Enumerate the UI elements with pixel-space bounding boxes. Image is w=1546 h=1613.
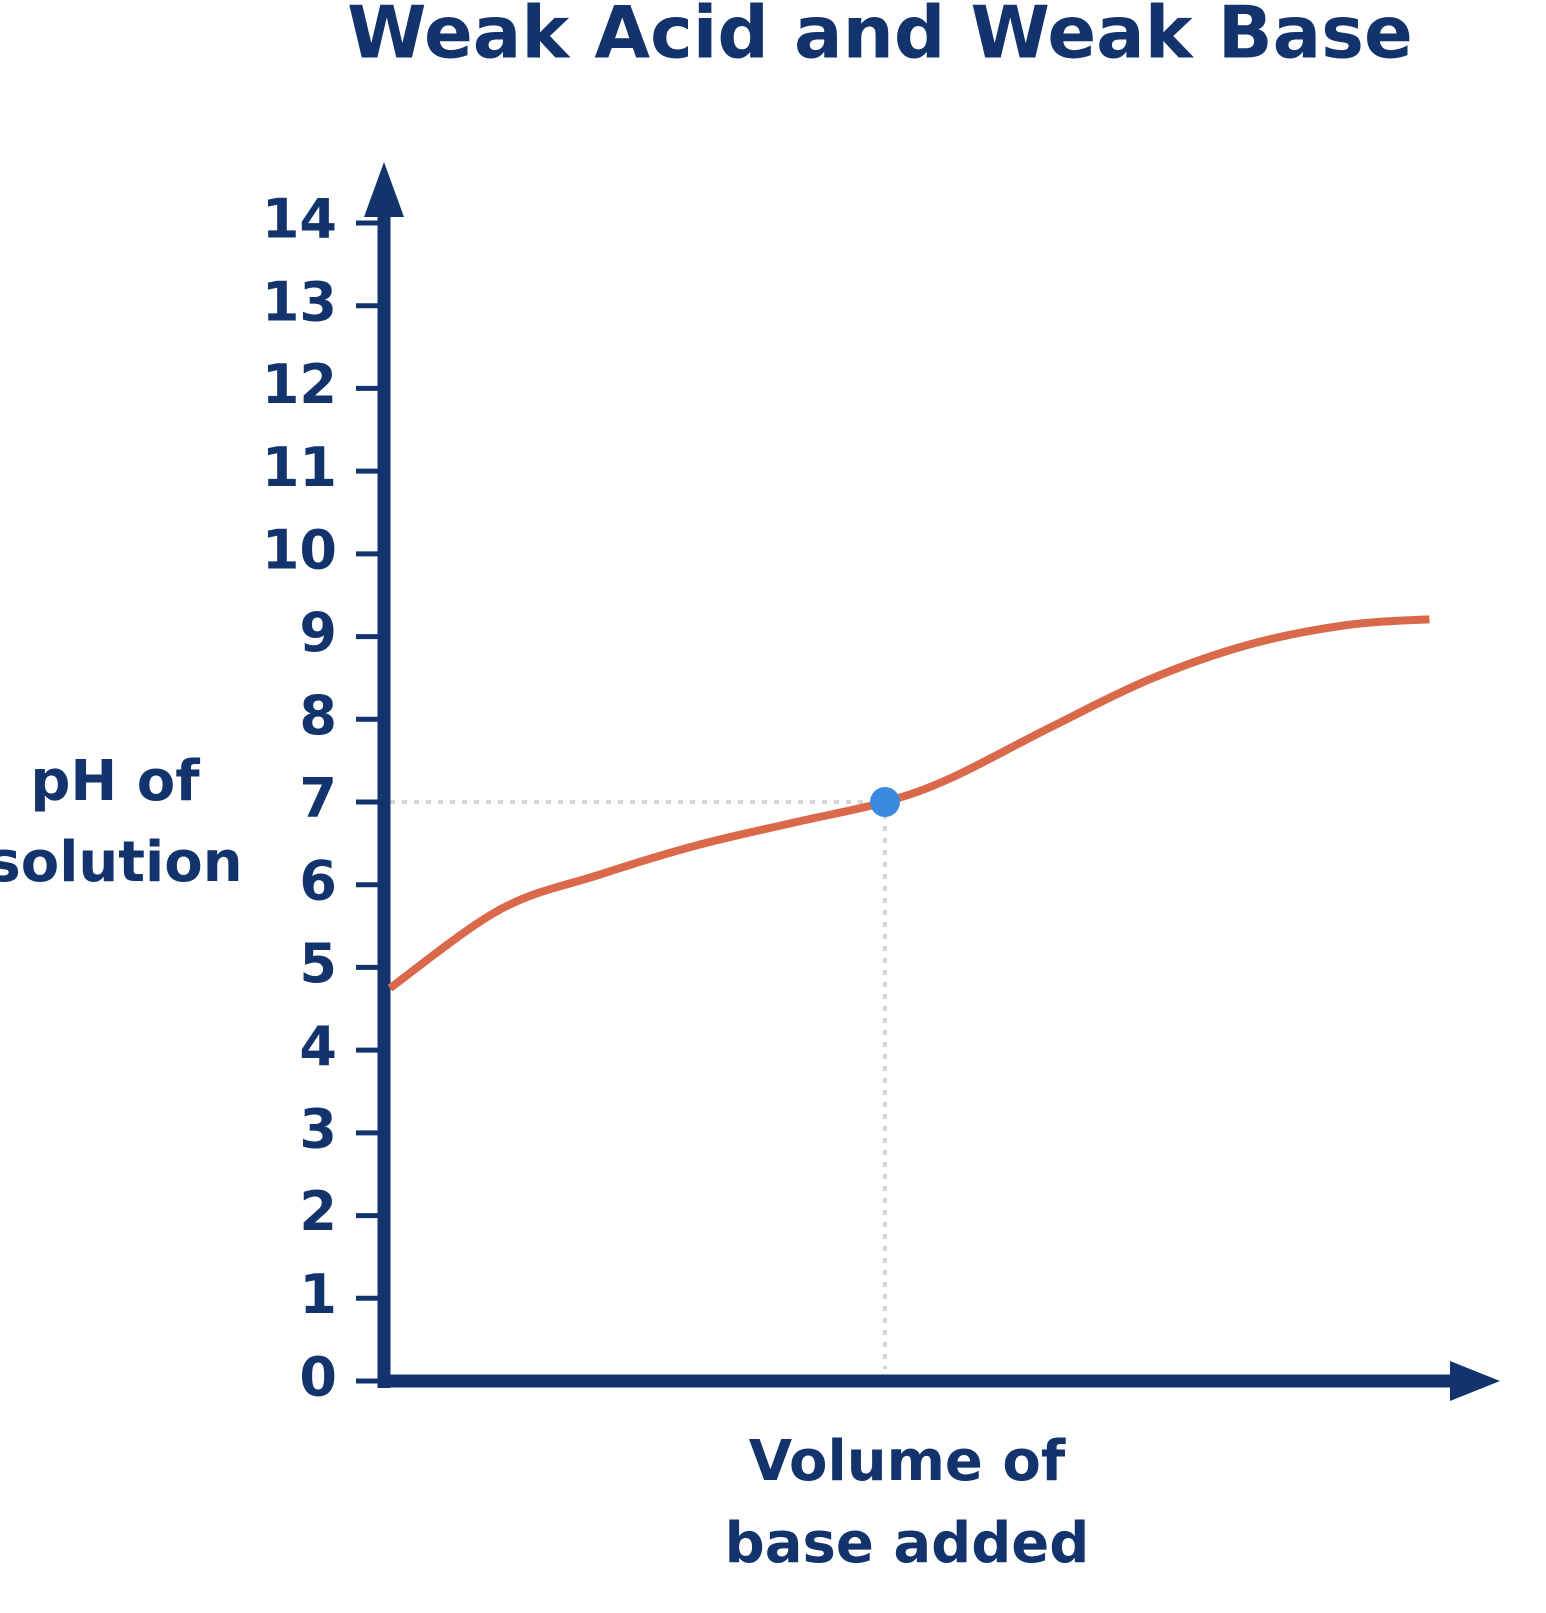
y-axis-label: pH of xyxy=(30,749,200,814)
y-tick-label: 4 xyxy=(299,1015,337,1078)
y-tick-label: 12 xyxy=(262,353,337,416)
y-tick-label: 7 xyxy=(299,767,337,830)
data-line xyxy=(387,615,1430,992)
x-axis-label: Volume of xyxy=(749,1429,1066,1494)
y-tick-label: 14 xyxy=(262,188,337,251)
y-tick-label: 0 xyxy=(299,1346,337,1409)
y-tick-label: 5 xyxy=(299,932,337,995)
x-axis-label: base added xyxy=(725,1511,1090,1576)
x-axis-arrow xyxy=(1450,1361,1500,1401)
y-tick-label: 11 xyxy=(262,436,337,499)
equivalence-point xyxy=(870,787,900,817)
y-tick-label: 3 xyxy=(299,1097,337,1160)
y-tick-label: 6 xyxy=(299,849,337,912)
y-tick-label: 9 xyxy=(299,601,337,664)
y-tick-label: 10 xyxy=(262,518,337,581)
y-tick-label: 8 xyxy=(299,684,337,747)
y-axis-label: solution xyxy=(0,830,243,895)
chart-title: Weak Acid and Weak Base xyxy=(347,0,1413,75)
y-tick-label: 2 xyxy=(299,1180,337,1243)
y-tick-label: 13 xyxy=(262,270,337,333)
y-axis-arrow xyxy=(364,162,404,217)
y-tick-label: 1 xyxy=(299,1263,337,1326)
